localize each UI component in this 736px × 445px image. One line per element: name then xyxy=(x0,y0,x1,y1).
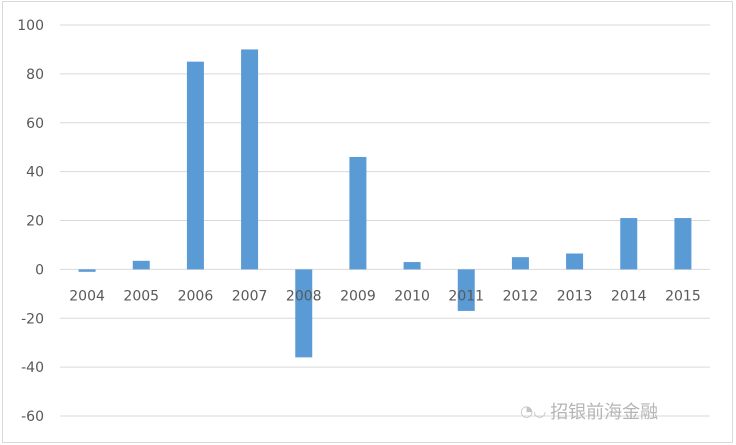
y-tick-label: -20 xyxy=(21,311,44,327)
x-tick-labels: 2004 2005 2006 2007 2008 2009 2010 2011 2012 2013… xyxy=(69,288,700,304)
gridlines xyxy=(60,24,710,417)
wechat-icon: ◔◡ xyxy=(520,402,547,420)
x-tick-label: 2004 xyxy=(69,288,105,304)
x-tick-label: 2005 xyxy=(123,288,159,304)
watermark: ◔◡ 招银前海金融 xyxy=(520,398,658,424)
x-tick-label: 2013 xyxy=(557,288,593,304)
bar-2008 xyxy=(295,269,313,358)
x-tick-label: 2008 xyxy=(286,288,322,304)
x-tick-label: 2007 xyxy=(232,288,268,304)
bar-2013 xyxy=(566,253,584,270)
x-tick-label: 2012 xyxy=(503,288,539,304)
bar-2009 xyxy=(349,156,367,270)
watermark-text: 招银前海金融 xyxy=(550,402,659,423)
y-tick-label: -40 xyxy=(21,360,44,376)
x-tick-label: 2011 xyxy=(448,288,484,304)
x-tick-label: 2014 xyxy=(611,288,647,304)
x-tick-label: 2010 xyxy=(394,288,430,304)
bar-2006 xyxy=(186,61,204,270)
bars xyxy=(78,49,692,358)
bar-2007 xyxy=(241,49,259,270)
y-tick-label: 20 xyxy=(26,214,44,230)
y-tick-label: 60 xyxy=(26,116,44,132)
bar-2004 xyxy=(78,269,96,272)
bar-2015 xyxy=(674,218,692,270)
y-tick-label: -60 xyxy=(21,409,44,425)
bar-2005 xyxy=(132,260,150,270)
y-tick-label: 40 xyxy=(26,165,44,181)
y-tick-label: 0 xyxy=(35,262,44,278)
x-tick-label: 2009 xyxy=(340,288,376,304)
x-tick-label: 2015 xyxy=(665,288,701,304)
y-tick-labels: 100 80 60 40 20 0 -20 -40 -60 xyxy=(17,18,44,425)
bar-2012 xyxy=(511,257,529,270)
bar-2014 xyxy=(620,218,638,270)
bar-2011 xyxy=(457,269,475,311)
y-tick-label: 100 xyxy=(17,18,44,34)
y-tick-label: 80 xyxy=(26,67,44,83)
x-tick-label: 2006 xyxy=(178,288,214,304)
bar-2010 xyxy=(403,262,421,270)
